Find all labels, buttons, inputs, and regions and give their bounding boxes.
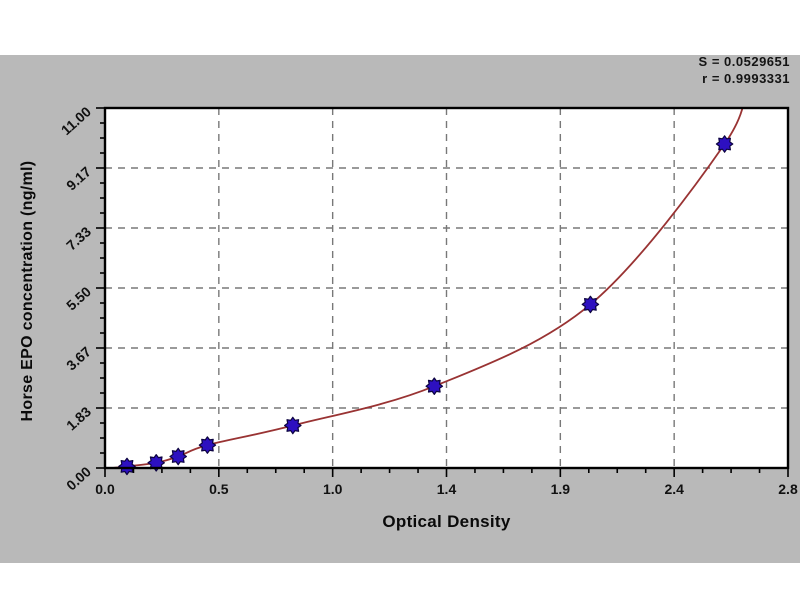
- fit-stat-standard-error: S = 0.0529651: [698, 54, 790, 69]
- x-tick-label: 1.4: [437, 481, 457, 497]
- x-tick-label: 0.5: [209, 481, 229, 497]
- y-tick-label: 1.83: [63, 403, 94, 433]
- data-point-marker: [284, 416, 302, 435]
- y-tick-label: 3.67: [63, 343, 94, 373]
- x-tick-label: 2.4: [664, 481, 684, 497]
- data-point-marker: [198, 436, 217, 454]
- fit-statistics: S = 0.0529651 r = 0.9993331: [699, 53, 790, 87]
- x-tick-label: 0.0: [95, 481, 115, 497]
- plot-border: [103, 106, 790, 470]
- data-point-marker: [581, 295, 600, 314]
- y-tick-label: 11.00: [58, 103, 94, 138]
- y-tick-label: 7.33: [63, 223, 94, 253]
- data-point-marker: [425, 377, 444, 395]
- x-tick-label: 1.9: [551, 481, 571, 497]
- x-axis-title: Optical Density: [382, 512, 511, 531]
- y-tick-label: 5.50: [63, 283, 94, 313]
- axis-ticks: [96, 107, 789, 477]
- y-axis-title: Horse EPO concentration (ng/ml): [19, 160, 36, 422]
- fit-stat-correlation: r = 0.9993331: [702, 71, 790, 86]
- y-tick-label: 9.17: [63, 163, 94, 193]
- y-tick-label: 0.00: [63, 463, 94, 493]
- data-point-marker: [715, 135, 734, 153]
- data-point-marker: [169, 447, 187, 466]
- gridlines: [105, 108, 788, 468]
- x-tick-label: 1.0: [323, 481, 343, 497]
- x-tick-label: 2.8: [778, 481, 798, 497]
- data-point-marker: [118, 457, 136, 476]
